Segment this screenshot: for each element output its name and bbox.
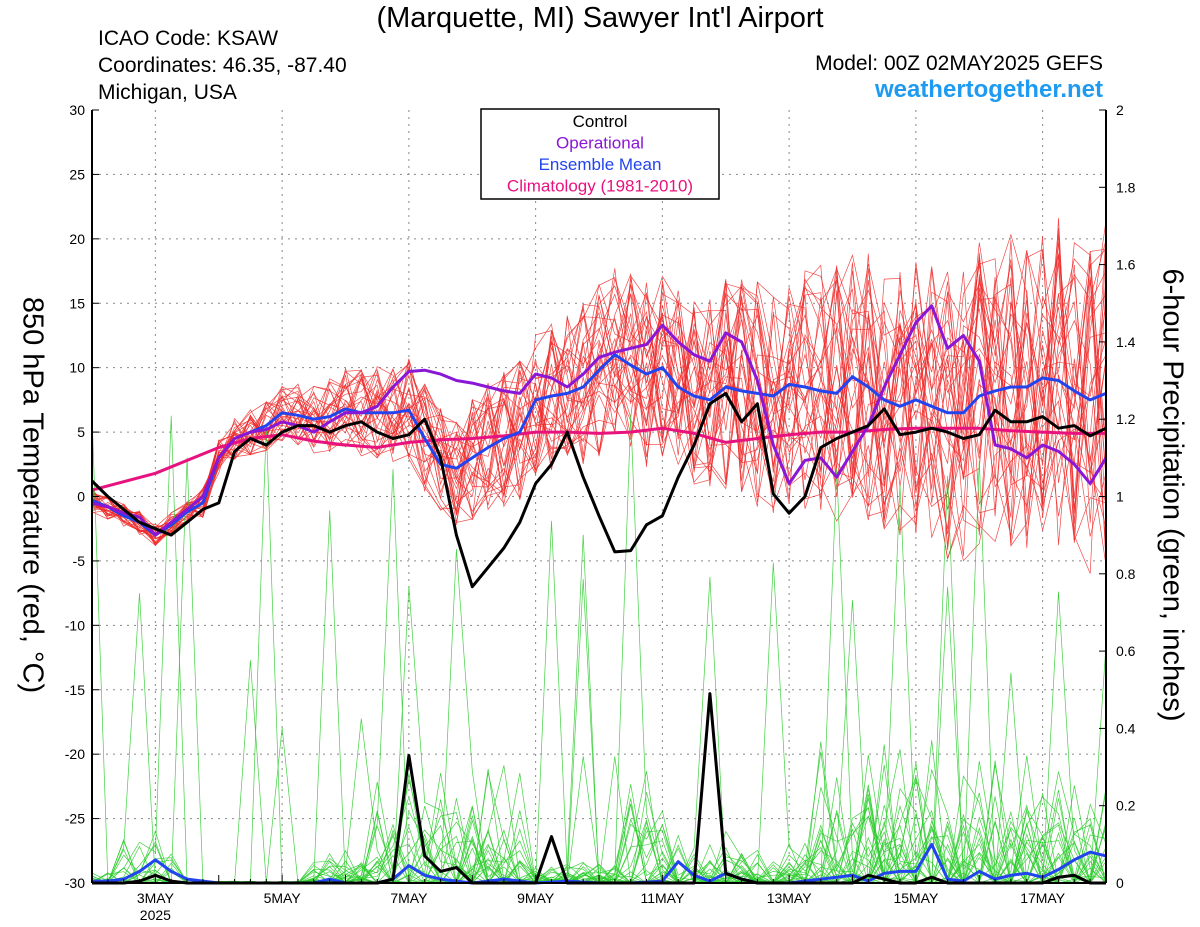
icao-code: ICAO Code: KSAW <box>98 27 279 50</box>
y-right-tick-label: 1.2 <box>1116 411 1136 427</box>
y-right-tick-label: 1.6 <box>1116 257 1136 273</box>
x-tick-label: 11MAY <box>640 890 684 906</box>
legend-box <box>480 108 720 200</box>
climatology-line <box>91 426 1106 492</box>
y-right-tick-label: 1.4 <box>1116 334 1136 350</box>
y-tick-label: 5 <box>77 424 85 440</box>
precip-member-line <box>91 468 1106 885</box>
region: Michigan, USA <box>98 81 237 104</box>
temperature-member-line <box>91 273 1107 533</box>
y-tick-label: -10 <box>65 617 85 633</box>
y-right-tick-label: 1 <box>1116 489 1124 505</box>
precip-member-line <box>91 534 1107 885</box>
precip-member-line <box>91 460 1107 884</box>
y-tick-label: 25 <box>69 166 85 182</box>
grid <box>92 110 1106 883</box>
y-right-tick-label: 0.4 <box>1116 720 1136 736</box>
ensemble-member-traces <box>91 217 1107 885</box>
legend-entry: Ensemble Mean <box>539 155 662 174</box>
temperature-ensemble-mean-line <box>91 353 1107 537</box>
temperature-member-line <box>91 258 1107 537</box>
y-tick-label: 15 <box>69 295 85 311</box>
brand-link[interactable]: weathertogether.net <box>874 76 1103 103</box>
y-tick-label: 30 <box>69 102 85 118</box>
legend-entry: Operational <box>556 134 644 153</box>
x-tick-label: 13MAY <box>767 890 813 906</box>
y-right-tick-label: 2 <box>1116 102 1124 118</box>
y-right-tick-label: 0.8 <box>1116 566 1136 582</box>
y-tick-label: -20 <box>65 746 85 762</box>
x-tick-label: 5MAY <box>264 890 302 906</box>
temperature-member-line <box>91 236 1107 546</box>
y-tick-label: -5 <box>73 553 86 569</box>
x-tick-label: 3MAY <box>137 890 175 906</box>
axes: 302520151050-5-10-15-20-25-3021.81.61.41… <box>65 102 1136 923</box>
legend-entry: Climatology (1981-2010) <box>507 177 693 196</box>
y-tick-label: 20 <box>69 231 85 247</box>
precip-member-line <box>92 426 1107 885</box>
model-run: Model: 00Z 02MAY2025 GEFS <box>815 52 1103 75</box>
precip-member-line <box>91 457 1107 884</box>
chart-title: (Marquette, MI) Sawyer Int'l Airport <box>376 2 824 34</box>
temperature-control-line <box>90 391 1107 589</box>
legend-entry: Control <box>573 112 628 131</box>
temperature-member-line <box>91 248 1107 536</box>
x-tick-label: 9MAY <box>517 890 555 906</box>
temperature-member-line <box>91 283 1107 548</box>
x-tick-label: 7MAY <box>390 890 428 906</box>
y-tick-label: -30 <box>65 875 85 891</box>
y-tick-label: -25 <box>65 811 85 827</box>
temperature-member-line <box>91 258 1107 528</box>
x-tick-label: 15MAY <box>893 890 939 906</box>
temperature-member-line <box>91 277 1107 561</box>
x-tick-label: 17MAY <box>1020 890 1066 906</box>
y-right-tick-label: 0.2 <box>1116 798 1136 814</box>
temperature-member-line <box>91 240 1107 551</box>
coordinates: Coordinates: 46.35, -87.40 <box>98 54 347 77</box>
y-right-tick-label: 0.6 <box>1116 643 1136 659</box>
temperature-operational-line <box>91 304 1108 537</box>
y-right-tick-label: 0 <box>1116 875 1124 891</box>
precip-member-line <box>91 469 1107 885</box>
y-right-tick-label: 1.8 <box>1116 179 1136 195</box>
temperature-member-line <box>91 256 1107 560</box>
y-tick-label: 0 <box>77 489 85 505</box>
y-tick-label: 10 <box>69 360 85 376</box>
precip-member-line <box>91 549 1107 884</box>
temperature-member-line <box>91 233 1107 545</box>
y-tick-label: -15 <box>65 682 85 698</box>
legend: Control Operational Ensemble Mean Climatolo… <box>480 108 720 200</box>
x-tick-sublabel: 2025 <box>140 907 171 923</box>
